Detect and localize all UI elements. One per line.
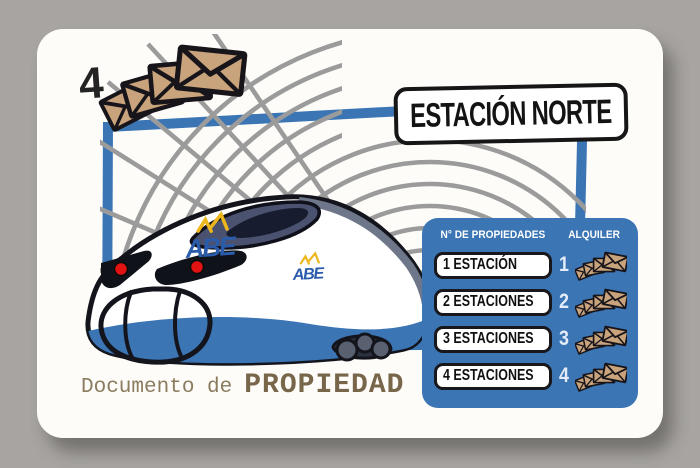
rent-row: 3 ESTACIONES 3 xyxy=(434,324,628,355)
rent-row: 1 ESTACIÓN 1 xyxy=(434,250,628,281)
property-card: ABE ABE 4 ESTACIÓN NORTE N° DE PROPIEDAD… xyxy=(37,29,663,438)
headlight-right xyxy=(189,259,205,275)
station-name-plate: ESTACIÓN NORTE xyxy=(393,82,629,146)
rent-row: 2 ESTACIONES 2 xyxy=(434,287,628,318)
property-count-label: 3 ESTACIONES xyxy=(443,330,534,347)
owned-count: 4 xyxy=(77,58,106,109)
station-name: ESTACIÓN NORTE xyxy=(409,92,613,135)
property-count-pill: 4 ESTACIONES xyxy=(434,362,552,390)
caption-highlight: PROPIEDAD xyxy=(244,370,405,401)
envelope-stack-icon xyxy=(575,362,627,392)
train-nose-grille xyxy=(98,286,213,365)
train-illustration: ABE ABE xyxy=(85,194,431,366)
property-count-pill: 1 ESTACIÓN xyxy=(434,251,552,279)
train-logo-text: ABE xyxy=(183,230,238,264)
headlight-left xyxy=(113,261,129,277)
train-bogie xyxy=(331,332,393,362)
rent-table: N° DE PROPIEDADES ALQUILER 1 ESTACIÓN 1 … xyxy=(422,218,638,408)
logo-wings-icon xyxy=(196,211,229,233)
rent-table-header: N° DE PROPIEDADES ALQUILER xyxy=(436,229,622,241)
train-logo-large: ABE xyxy=(183,211,238,264)
rent-amount: 3 xyxy=(559,327,569,350)
train-windshield-glass xyxy=(226,208,309,238)
rent-amount: 4 xyxy=(559,364,569,387)
property-count-label: 4 ESTACIONES xyxy=(443,367,534,384)
card-illustration: ABE ABE xyxy=(85,34,589,366)
logo-wings-icon xyxy=(299,251,320,265)
envelope-stack-icon xyxy=(575,288,627,318)
train-logo-small: ABE xyxy=(291,251,326,284)
rent-amount: 2 xyxy=(559,290,569,313)
train-logo-text: ABE xyxy=(291,264,326,284)
header-rent: ALQUILER xyxy=(568,229,620,241)
caption-prefix: Documento de xyxy=(81,376,233,399)
rent-row: 4 ESTACIONES 4 xyxy=(434,361,628,392)
property-count-pill: 2 ESTACIONES xyxy=(434,288,552,316)
property-count-label: 2 ESTACIONES xyxy=(443,293,534,310)
property-count-pill: 3 ESTACIONES xyxy=(434,325,552,353)
header-properties: N° DE PROPIEDADES xyxy=(440,229,546,241)
ownership-caption: Documento de PROPIEDAD xyxy=(81,370,404,401)
rent-amount: 1 xyxy=(559,253,569,276)
property-count-label: 1 ESTACIÓN xyxy=(443,256,517,273)
envelope-stack-icon xyxy=(575,251,627,281)
envelope-stack-icon xyxy=(575,325,627,355)
